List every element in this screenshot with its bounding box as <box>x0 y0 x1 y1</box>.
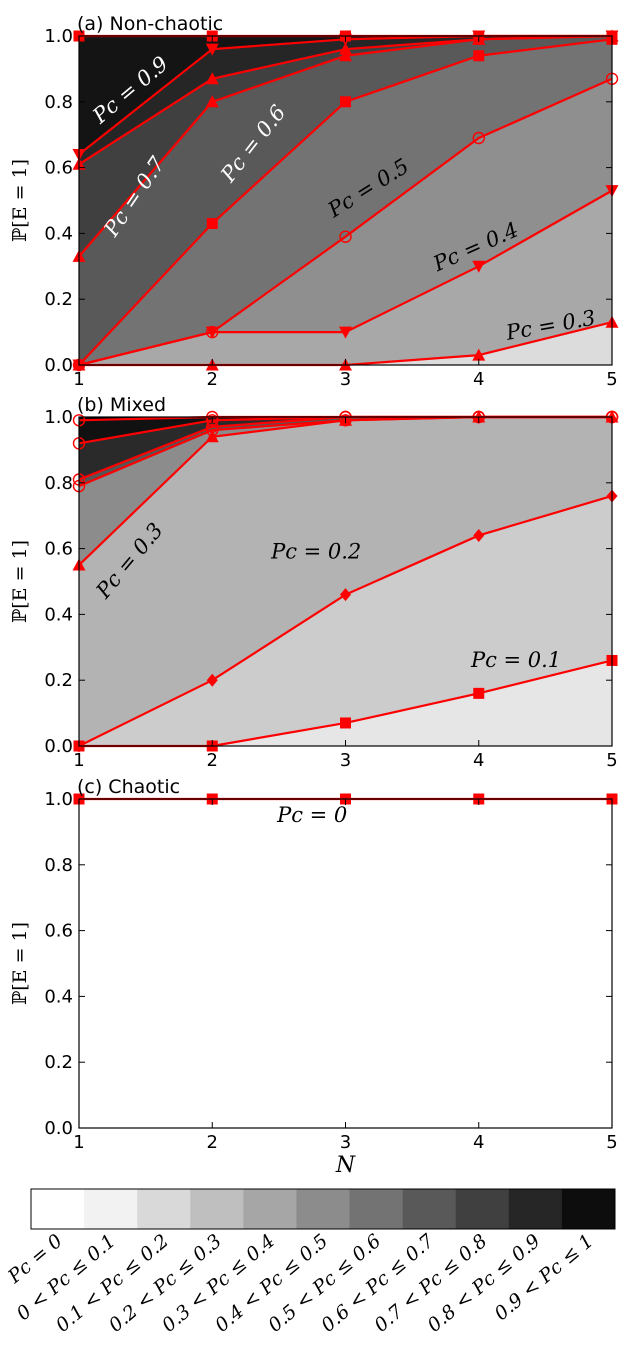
region-band <box>79 39 612 365</box>
colorbar-swatch <box>561 1189 616 1229</box>
x-tick-label: 5 <box>606 369 617 390</box>
colorbar: Pc = 00 < Pc ≤ 0.10.1 < Pc ≤ 0.20.2 < Pc… <box>3 1188 616 1337</box>
curve-label: Pc = 0.2 <box>270 539 361 563</box>
y-tick-label: 0.8 <box>44 855 73 876</box>
y-axis-label: ℙ[E = 1] <box>9 159 31 242</box>
x-tick-label: 5 <box>606 1132 617 1153</box>
data-point <box>205 95 219 108</box>
colorbar-swatch <box>455 1189 510 1229</box>
y-tick-label: 0.0 <box>44 1118 73 1139</box>
y-tick-label: 0.4 <box>44 223 73 244</box>
y-tick-label: 0.8 <box>44 473 73 494</box>
y-tick-label: 1.0 <box>44 26 73 47</box>
panel-mixed: 1 2 3 4 5 0.0 0.2 0.4 0.6 0.8 1.0(b) Mixed ℙ[E = 1]… <box>9 394 619 771</box>
data-point <box>340 588 351 602</box>
data-point <box>473 50 485 62</box>
colorbar-frame <box>30 1188 616 1230</box>
x-tick-label: 1 <box>73 750 84 771</box>
x-tick-label: 5 <box>606 750 617 771</box>
region-band <box>79 799 612 1128</box>
y-tick-label: 0.0 <box>44 355 73 376</box>
y-tick-label: 0.6 <box>44 158 73 179</box>
x-tick-label: 4 <box>473 750 484 771</box>
data-point <box>206 414 219 427</box>
data-point <box>206 673 218 687</box>
data-point <box>340 96 351 108</box>
panel-title: (b) Mixed <box>77 394 166 416</box>
x-tick-label: 4 <box>473 369 484 390</box>
data-point <box>339 230 352 243</box>
curve-label: Pc = 0 <box>276 803 347 827</box>
colorbar-swatch <box>243 1189 297 1229</box>
colorbar-swatch <box>190 1189 244 1229</box>
data-point <box>205 43 219 56</box>
data-point <box>205 72 219 85</box>
y-tick-label: 0.0 <box>44 736 73 757</box>
region-band <box>79 190 612 365</box>
x-tick-label: 3 <box>340 1132 351 1153</box>
series-line <box>78 77 613 367</box>
panel-title: (c) Chaotic <box>77 776 180 798</box>
colorbar-swatch <box>349 1189 404 1229</box>
region-band <box>79 78 612 366</box>
region-band <box>79 36 612 155</box>
y-tick-label: 0.6 <box>44 921 73 942</box>
colorbar-swatch <box>84 1189 138 1229</box>
data-point <box>206 218 218 230</box>
region-band <box>79 36 612 257</box>
colorbar-swatch <box>31 1189 85 1229</box>
data-point <box>206 325 219 339</box>
x-tick-label: 1 <box>73 369 84 390</box>
data-point <box>339 414 352 427</box>
panel-non-chaotic: 1 2 3 4 5 0.0 0.2 0.4 0.6 0.8 1.0(a) Non-chaotic ℙ[… <box>9 13 619 390</box>
y-tick-label: 0.6 <box>44 539 73 560</box>
data-point <box>472 348 486 361</box>
y-tick-label: 0.2 <box>44 1052 73 1073</box>
region-band <box>79 660 612 746</box>
data-point <box>339 42 352 55</box>
region-band <box>79 36 612 365</box>
y-tick-label: 0.2 <box>44 289 73 310</box>
data-point <box>339 326 352 339</box>
y-tick-label: 0.2 <box>44 670 73 691</box>
y-axis-label: ℙ[E = 1] <box>9 540 31 623</box>
y-tick-label: 0.4 <box>44 604 73 625</box>
y-tick-label: 0.4 <box>44 986 73 1007</box>
colorbar-swatch <box>508 1189 563 1229</box>
x-axis-label: N <box>335 1153 356 1178</box>
x-tick-label: 3 <box>340 369 351 390</box>
y-tick-label: 1.0 <box>44 407 73 428</box>
region-band <box>79 417 612 746</box>
data-point <box>340 717 351 729</box>
colorbar-swatch <box>402 1189 457 1229</box>
x-tick-label: 2 <box>207 750 218 771</box>
data-point <box>473 687 485 699</box>
y-axis-label: ℙ[E = 1] <box>9 922 31 1005</box>
colorbar-swatch <box>137 1189 191 1229</box>
x-tick-label: 2 <box>207 1132 218 1153</box>
curve-label: Pc = 0.1 <box>470 648 561 672</box>
panel-title: (a) Non-chaotic <box>77 13 223 35</box>
region-band <box>79 36 612 165</box>
panel-chaotic: 1 2 3 4 5 0.0 0.2 0.4 0.6 0.8 1.0(c) Chaotic ℙ[E = … <box>9 776 618 1178</box>
data-point <box>472 131 485 145</box>
region-band <box>79 322 612 365</box>
y-tick-label: 0.8 <box>44 92 73 113</box>
x-tick-label: 4 <box>473 1132 484 1153</box>
data-point <box>473 528 485 542</box>
x-tick-label: 1 <box>73 1132 84 1153</box>
colorbar-swatch <box>296 1189 351 1229</box>
x-tick-label: 3 <box>340 750 351 771</box>
data-point <box>472 260 486 273</box>
y-tick-label: 1.0 <box>44 789 73 810</box>
data-point <box>339 49 352 62</box>
x-tick-label: 2 <box>207 369 218 390</box>
